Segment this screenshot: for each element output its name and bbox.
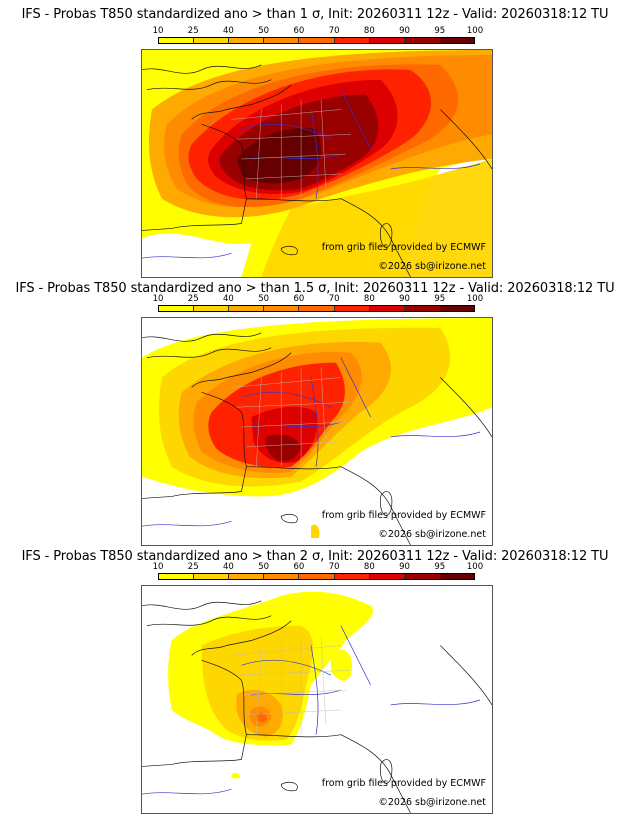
colorbar-tick-label: 80 xyxy=(363,562,375,572)
colorbar-tick-label: 90 xyxy=(399,562,410,572)
colorbar-segment xyxy=(334,38,370,43)
colorbar-segment xyxy=(229,38,265,43)
panel-1sigma: IFS - Probas T850 standardized ano > tha… xyxy=(0,0,630,280)
coastlines xyxy=(142,64,492,277)
coastlines xyxy=(142,332,492,545)
data-source-credit: from grib files provided by ECMWF xyxy=(321,510,486,521)
colorbar-segment xyxy=(229,574,265,579)
data-source-credit: from grib files provided by ECMWF xyxy=(321,778,486,789)
panel-title: IFS - Probas T850 standardized ano > tha… xyxy=(15,281,615,296)
colorbar-tick-label: 25 xyxy=(187,26,199,36)
colorbar-tick-label: 10 xyxy=(152,294,164,304)
admin-borders xyxy=(231,99,351,199)
colorbar-segment xyxy=(369,38,405,43)
admin-borders xyxy=(231,635,351,735)
colorbar-tick-label: 80 xyxy=(363,294,375,304)
colorbar-segment xyxy=(159,574,195,579)
colorbar-segment xyxy=(439,306,474,311)
admin-borders xyxy=(231,367,351,467)
colorbar-tick-label: 95 xyxy=(434,294,446,304)
colorbar-tick-label: 80 xyxy=(363,26,375,36)
colorbar-segment xyxy=(404,574,440,579)
colorbar-tick-label: 60 xyxy=(293,26,305,36)
panel-1-5sigma: IFS - Probas T850 standardized ano > tha… xyxy=(15,281,615,546)
probability-field xyxy=(142,50,492,277)
colorbar-tick-label: 50 xyxy=(258,26,270,36)
colorbar-segment xyxy=(264,306,300,311)
panel-title: IFS - Probas T850 standardized ano > tha… xyxy=(21,7,609,22)
coastlines xyxy=(142,600,492,813)
map-canvas xyxy=(142,318,492,545)
colorbar-tick-label: 40 xyxy=(223,26,234,36)
colorbar-tick-label: 95 xyxy=(434,562,446,572)
colorbar-tick-label: 60 xyxy=(293,562,305,572)
data-source-credit: from grib files provided by ECMWF xyxy=(321,242,486,253)
colorbar-tick-label: 40 xyxy=(223,562,234,572)
colorbar-segment xyxy=(159,306,195,311)
colorbar-segment xyxy=(299,574,335,579)
colorbar-segment xyxy=(229,306,265,311)
colorbar-labels: 10 25 40 50 60 70 80 90 95 100 xyxy=(153,562,484,572)
colorbar-segment xyxy=(299,38,335,43)
colorbar-segment xyxy=(194,574,230,579)
probability-map: from grib files provided by ECMWF ©2026 … xyxy=(141,585,493,814)
colorbar-segment xyxy=(404,38,440,43)
colorbar-tick-label: 100 xyxy=(466,294,484,304)
colorbar xyxy=(158,37,475,44)
panel-title: IFS - Probas T850 standardized ano > tha… xyxy=(21,549,609,564)
copyright-credit: ©2026 sb@irizone.net xyxy=(378,529,486,540)
colorbar-segment xyxy=(439,574,474,579)
colorbar-tick-label: 100 xyxy=(466,562,484,572)
probability-field xyxy=(168,591,373,779)
colorbar xyxy=(158,573,475,580)
colorbar-segment xyxy=(299,306,335,311)
colorbar-segment xyxy=(264,38,300,43)
probability-map: from grib files provided by ECMWF ©2026 … xyxy=(141,317,493,546)
colorbar-segment xyxy=(334,306,370,311)
colorbar-segment xyxy=(369,306,405,311)
rivers xyxy=(142,89,481,259)
colorbar-segment xyxy=(264,574,300,579)
colorbar-tick-label: 50 xyxy=(258,562,270,572)
colorbar-labels: 10 25 40 50 60 70 80 90 95 100 xyxy=(153,26,484,36)
colorbar-segment xyxy=(404,306,440,311)
probability-field xyxy=(142,318,492,539)
colorbar-segment xyxy=(439,38,474,43)
colorbar-tick-label: 10 xyxy=(152,562,164,572)
colorbar-tick-label: 90 xyxy=(399,26,410,36)
colorbar-tick-label: 25 xyxy=(187,294,199,304)
colorbar-tick-label: 70 xyxy=(328,26,340,36)
colorbar-tick-label: 70 xyxy=(328,294,340,304)
colorbar-segment xyxy=(334,574,370,579)
colorbar-segment xyxy=(159,38,195,43)
colorbar-tick-label: 100 xyxy=(466,26,484,36)
colorbar-tick-label: 50 xyxy=(258,294,270,304)
colorbar-tick-label: 70 xyxy=(328,562,340,572)
colorbar-labels: 10 25 40 50 60 70 80 90 95 100 xyxy=(153,294,484,304)
colorbar-tick-label: 40 xyxy=(223,294,234,304)
colorbar-segment xyxy=(194,306,230,311)
copyright-credit: ©2026 sb@irizone.net xyxy=(378,261,486,272)
map-canvas xyxy=(142,50,492,277)
colorbar xyxy=(158,305,475,312)
colorbar-segment xyxy=(369,574,405,579)
copyright-credit: ©2026 sb@irizone.net xyxy=(378,797,486,808)
colorbar-tick-label: 90 xyxy=(399,294,410,304)
probability-map: from grib files provided by ECMWF ©2026 … xyxy=(141,49,493,278)
colorbar-tick-label: 25 xyxy=(187,562,199,572)
map-canvas xyxy=(142,591,492,813)
colorbar-tick-label: 60 xyxy=(293,294,305,304)
colorbar-tick-label: 95 xyxy=(434,26,446,36)
colorbar-segment xyxy=(194,38,230,43)
colorbar-tick-label: 10 xyxy=(152,26,164,36)
